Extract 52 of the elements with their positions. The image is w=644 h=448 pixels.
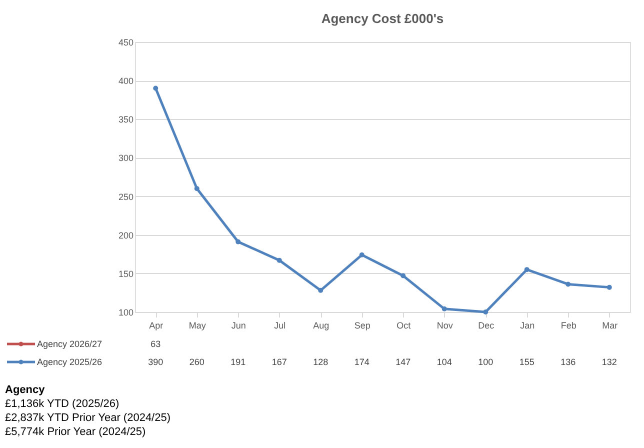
data-label: 100 (478, 357, 494, 367)
chart-title: Agency Cost £000's (321, 11, 444, 26)
point (400, 273, 406, 278)
text: Agency (5, 384, 46, 396)
x-tick-label: Feb (560, 320, 576, 330)
text: £1,136k YTD (2025/26) (5, 398, 120, 410)
y-tick-label: 300 (118, 153, 134, 164)
x-tick-label: Jan (520, 320, 535, 330)
point (318, 288, 324, 293)
data-label: 260 (189, 357, 204, 367)
data-label: 136 (560, 357, 576, 367)
text: £2,837k YTD Prior Year (2024/25) (5, 412, 171, 424)
y-tick-label: 100 (118, 308, 134, 318)
point (606, 284, 612, 290)
legend-label: Agency 2026/27 (37, 339, 102, 349)
x-tick-label: Dec (478, 320, 495, 330)
x-tick-label: Sep (354, 320, 370, 330)
data-label: 167 (272, 357, 287, 367)
point (359, 252, 364, 258)
point (236, 239, 241, 244)
data-label: 132 (602, 357, 617, 367)
point (153, 86, 158, 91)
x-tick-label: Aug (313, 320, 330, 330)
x-tick-label: Mar (602, 320, 618, 330)
x-tick-label: Apr (149, 320, 164, 330)
point (276, 258, 282, 263)
point (566, 282, 571, 287)
x-tick-label: Jun (231, 320, 246, 330)
point (194, 186, 200, 192)
x-tick-label: May (188, 320, 206, 330)
point (483, 310, 488, 314)
text: £5,774k Prior Year (2024/25) (5, 426, 146, 438)
y-tick-label: 150 (118, 268, 134, 279)
data-label: 390 (148, 357, 164, 367)
point (442, 306, 447, 312)
y-tick-label: 250 (118, 192, 134, 202)
data-label: 155 (519, 357, 534, 367)
y-tick-label: 350 (118, 114, 134, 125)
data-label: 191 (230, 357, 246, 367)
point (524, 267, 530, 272)
data-label: 104 (436, 357, 452, 367)
x-tick-label: Oct (396, 320, 412, 330)
x-tick-label: Jul (274, 320, 286, 330)
y-tick-label: 200 (118, 230, 134, 240)
y-tick-label: 450 (118, 38, 134, 48)
text: 63 (150, 339, 161, 349)
data-label: 174 (354, 357, 370, 367)
data-label: 128 (313, 357, 328, 367)
y-tick-label: 400 (118, 76, 134, 86)
legend-label: Agency 2025/26 (37, 357, 102, 367)
data-label: 147 (396, 357, 411, 367)
x-tick-label: Nov (436, 320, 454, 330)
